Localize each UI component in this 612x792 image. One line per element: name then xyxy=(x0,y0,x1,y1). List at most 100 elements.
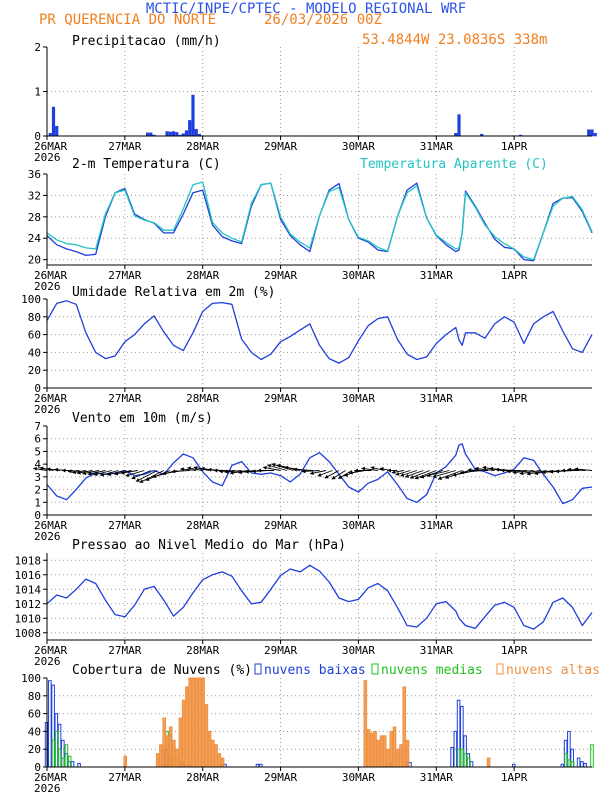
y-tick-label: 0 xyxy=(34,509,41,522)
cloud-bar-nuvens-altas xyxy=(486,757,491,768)
cloud-legend-label: nuvens medias xyxy=(381,663,483,678)
wind-arrow-head xyxy=(125,473,130,477)
y-tick-label: 32 xyxy=(28,189,41,202)
wind-arrow-head xyxy=(152,474,157,479)
wind-arrow-head xyxy=(482,465,487,470)
wind-arrow-head xyxy=(114,471,119,476)
wind-arrow-head xyxy=(395,472,400,476)
wind-arrow xyxy=(474,466,495,471)
x-tick-label: 27MAR xyxy=(108,771,141,784)
wind-arrow xyxy=(180,467,197,472)
wind-arrow-head xyxy=(238,470,242,475)
wind-arrow-head xyxy=(145,477,150,481)
wind-arrow-head xyxy=(93,472,98,476)
wind-arrow-head xyxy=(293,467,297,472)
cloud-bar-nuvens-medias xyxy=(466,757,471,768)
wind-arrow xyxy=(125,470,145,477)
cloud-bar-nuvens-altas xyxy=(379,735,384,768)
wind-arrow-shaft xyxy=(420,470,443,479)
wind-arrow-head xyxy=(284,465,289,470)
wind-arrow-head xyxy=(410,475,414,479)
wind-arrow xyxy=(574,467,593,472)
cloud-bar-nuvens-medias xyxy=(457,748,461,768)
x-tick-label: 30MAR xyxy=(342,392,375,405)
wind-arrow-head xyxy=(46,467,51,472)
precip-bar xyxy=(587,129,591,137)
cloud-bar-nuvens-altas xyxy=(194,677,199,768)
y-tick-label: 1008 xyxy=(15,627,42,640)
x-tick-label: 26MAR xyxy=(34,644,67,657)
wind-arrow xyxy=(409,470,430,479)
cloud-bar-nuvens-altas xyxy=(191,677,196,768)
precip-bar xyxy=(191,94,195,137)
cloud-bar-nuvens-medias xyxy=(590,744,594,768)
wind-arrow-head xyxy=(230,470,234,475)
cloud-bar-nuvens-altas xyxy=(201,677,205,768)
y-tick-label: 60 xyxy=(28,708,41,721)
x-tick-label: 1APR xyxy=(501,644,528,657)
cloud-bar-nuvens-baixas xyxy=(469,761,474,768)
wind-arrow-head xyxy=(100,472,105,477)
panel-temperature: 20 24 28 32 36 26MAR 27MAR 28MAR 29MAR 30MAR 31MAR… xyxy=(28,157,593,293)
wind-arrow-head xyxy=(187,466,192,471)
y-tick-label: 100 xyxy=(21,293,41,306)
wind-arrow-head xyxy=(331,475,336,480)
y-tick-label: 0 xyxy=(34,382,41,395)
y-tick-label: 40 xyxy=(28,725,41,738)
wind-arrow-head xyxy=(526,471,531,476)
x-tick-label: 30MAR xyxy=(342,644,375,657)
wind-arrow-shaft xyxy=(414,470,437,480)
x-tick-label: 28MAR xyxy=(186,519,219,532)
cloud-bar-nuvens-medias xyxy=(58,748,62,768)
wind-arrow xyxy=(107,470,125,476)
apparent-temperature-legend: Temperatura Aparente (C) xyxy=(360,157,548,172)
cloud-bar-nuvens-altas xyxy=(376,739,381,768)
series-line-blue xyxy=(46,300,593,364)
wind-arrow-shaft xyxy=(426,470,450,477)
wind-arrow-head xyxy=(542,470,546,475)
y-tick-label: 1 xyxy=(34,496,41,509)
wind-arrow-head xyxy=(224,469,229,474)
panel-precipitation: 0 1 2 26MAR 27MAR 28MAR 29MAR 30MAR 31MAR 1APR 202… xyxy=(34,34,597,164)
x-tick-label: 29MAR xyxy=(264,519,297,532)
y-tick-label: 80 xyxy=(28,311,41,324)
wind-arrow-head xyxy=(405,474,410,478)
cloud-bar-nuvens-baixas xyxy=(70,761,75,768)
wind-arrow-head xyxy=(549,469,554,474)
wind-arrow xyxy=(414,470,437,480)
x-tick-label: 29MAR xyxy=(264,644,297,657)
wind-arrow-head xyxy=(67,469,72,474)
x-tick-label: 27MAR xyxy=(108,644,141,657)
cloud-bar-nuvens-altas xyxy=(373,730,377,768)
wind-arrow xyxy=(229,470,249,475)
x-tick-label: 31MAR xyxy=(420,519,453,532)
wind-arrow-head xyxy=(193,466,198,470)
precip-title: Precipitacao (mm/h) xyxy=(72,34,221,49)
wind-arrow-head xyxy=(267,464,272,468)
wind-arrow xyxy=(93,470,112,476)
cloud-bar-nuvens-altas xyxy=(405,739,410,768)
x-tick-label: 26MAR xyxy=(34,269,67,282)
wind-arrow-head xyxy=(310,471,314,475)
header-run-time: 26/03/2026 00Z xyxy=(264,12,382,28)
cloud-bar-nuvens-altas xyxy=(162,717,166,768)
wind-arrow xyxy=(309,470,327,475)
cloud-bar-nuvens-altas xyxy=(168,726,173,768)
x-tick-label: 26MAR xyxy=(34,519,67,532)
y-tick-label: 28 xyxy=(28,211,41,224)
cloud-bar-nuvens-altas xyxy=(220,757,225,768)
wind-arrow-head xyxy=(426,473,431,478)
series-line-cyan xyxy=(46,181,593,261)
precip-bar xyxy=(457,114,461,137)
x-year-label: 2026 xyxy=(34,403,61,416)
y-tick-label: 60 xyxy=(28,329,41,342)
wind-arrow xyxy=(519,470,541,476)
y-tick-label: 2 xyxy=(34,484,41,497)
wind-arrow xyxy=(120,470,138,475)
x-tick-label: 31MAR xyxy=(420,771,453,784)
cloud-bar-nuvens-altas xyxy=(175,748,179,768)
precip-bar xyxy=(165,131,169,137)
wind-arrow-head xyxy=(561,468,565,473)
wind-arrow-head xyxy=(495,467,500,472)
